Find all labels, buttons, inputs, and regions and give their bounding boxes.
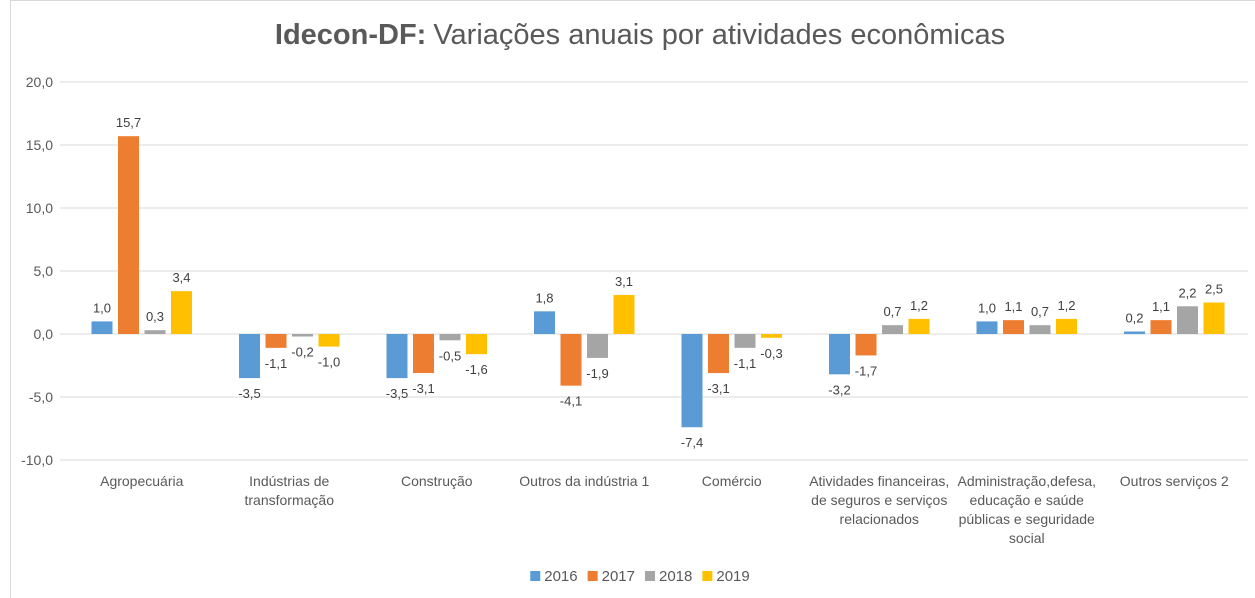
x-tick-label: Outros serviços 2 (1119, 473, 1229, 489)
y-tick-label: 0,0 (34, 326, 54, 342)
value-label: 1,8 (535, 290, 553, 305)
bar (613, 294, 635, 334)
x-tick-label: Atividades financeiras, de seguros e ser… (809, 473, 950, 527)
value-label: -3,5 (238, 386, 260, 401)
bar (1003, 320, 1024, 334)
bar (439, 334, 461, 341)
legend-swatch (645, 571, 655, 581)
bar (239, 334, 260, 379)
value-label: -1,1 (265, 356, 287, 371)
value-label: 0,2 (1125, 310, 1143, 325)
bar (976, 321, 998, 334)
legend-label: 2018 (659, 568, 692, 585)
value-label: -1,7 (855, 363, 877, 378)
bar (829, 334, 850, 375)
value-label: 3,1 (615, 274, 633, 289)
value-label: 0,3 (146, 309, 164, 324)
bar (171, 291, 192, 334)
title-bold: Idecon-DF: (275, 19, 426, 51)
value-label: 1,1 (1152, 299, 1170, 314)
value-label: -3,1 (412, 381, 434, 396)
bar (708, 334, 729, 374)
bar (292, 334, 313, 337)
value-label: -3,1 (707, 381, 729, 396)
bar (1124, 331, 1145, 334)
bar (534, 311, 555, 334)
chart-border (10, 0, 1255, 598)
bar (761, 334, 782, 338)
bar (386, 334, 408, 379)
value-label: 15,7 (116, 115, 141, 130)
value-label: -1,9 (586, 366, 608, 381)
bar (560, 334, 582, 386)
legend-label: 2017 (602, 568, 635, 585)
bar (144, 330, 166, 334)
bar (265, 334, 287, 348)
legend-swatch (530, 571, 541, 581)
value-label: 1,2 (910, 298, 928, 313)
y-tick-label: 5,0 (34, 263, 54, 279)
y-tick-label: 15,0 (26, 137, 53, 153)
bar (413, 334, 434, 374)
y-tick-label: 20,0 (26, 74, 53, 90)
bar (681, 334, 703, 428)
value-label: 1,1 (1004, 299, 1022, 314)
bar (91, 321, 113, 334)
legend-label: 2019 (716, 568, 749, 585)
value-label: 2,5 (1205, 282, 1223, 297)
legend-label: 2016 (544, 568, 577, 585)
bar (118, 136, 139, 334)
value-label: 1,0 (978, 300, 996, 315)
bar (1203, 302, 1225, 334)
value-label: 2,2 (1178, 285, 1196, 300)
x-tick-label: Indústrias de transformação (244, 473, 334, 508)
bar (1056, 318, 1077, 334)
value-label: 1,2 (1057, 298, 1075, 313)
value-label: -1,0 (318, 355, 340, 370)
value-label: 3,4 (172, 270, 190, 285)
value-label: -7,4 (681, 435, 703, 450)
value-label: -1,6 (465, 362, 487, 377)
value-label: 1,0 (93, 300, 111, 315)
bar (318, 334, 340, 347)
bar (855, 334, 877, 356)
y-tick-label: -5,0 (29, 389, 53, 405)
x-tick-label: Construção (400, 473, 473, 489)
y-tick-label: 10,0 (26, 200, 53, 216)
bar (587, 334, 608, 358)
value-label: -0,3 (760, 346, 782, 361)
bar (1177, 306, 1198, 334)
legend-swatch (587, 571, 598, 581)
value-label: -4,1 (560, 394, 582, 409)
bar (1029, 325, 1051, 334)
value-label: -3,2 (828, 382, 850, 397)
value-label: 0,7 (883, 304, 901, 319)
y-tick-label: -10,0 (21, 452, 53, 468)
value-label: -1,1 (734, 356, 756, 371)
bar (908, 318, 930, 334)
x-tick-label: Outros da indústria 1 (519, 473, 650, 489)
bar (466, 334, 487, 355)
legend-swatch (702, 571, 713, 581)
x-tick-label: Comércio (701, 473, 762, 489)
title-text: Variações anuais por atividades econômic… (433, 19, 1005, 51)
x-tick-label: Agropecuária (100, 473, 184, 489)
value-label: 0,7 (1031, 304, 1049, 319)
value-label: -0,2 (291, 345, 313, 360)
bar (734, 334, 756, 348)
value-label: -3,5 (386, 386, 408, 401)
value-label: -0,5 (439, 348, 461, 363)
bar (1150, 320, 1172, 334)
x-tick-label: Administração,defesa, educação e saúde p… (957, 473, 1097, 546)
bar (882, 325, 903, 334)
chart-title: Idecon-DF: Variações anuais por atividade… (275, 19, 1005, 51)
